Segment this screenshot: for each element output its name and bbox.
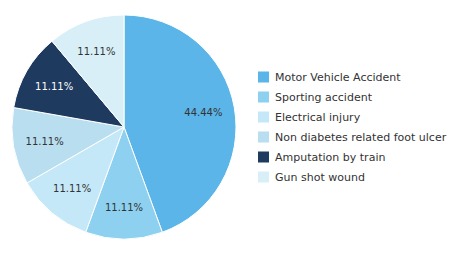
data-label: 44.44% bbox=[184, 107, 222, 118]
legend-swatch bbox=[258, 112, 269, 123]
legend-label: Sporting accident bbox=[275, 91, 373, 104]
legend-swatch bbox=[258, 172, 269, 183]
pie bbox=[12, 15, 236, 239]
legend-label: Electrical injury bbox=[275, 111, 361, 124]
data-labels: 44.44% 11.11% 11.11% 11.11% 11.11% 11.11% bbox=[26, 46, 223, 213]
legend-item: Gun shot wound bbox=[258, 171, 365, 184]
legend-swatch bbox=[258, 132, 269, 143]
legend-label: Amputation by train bbox=[275, 151, 385, 164]
legend-item: Sporting accident bbox=[258, 91, 373, 104]
pie-slice bbox=[52, 15, 124, 127]
legend-item: Non diabetes related foot ulcer bbox=[258, 131, 447, 144]
chart-container: 44.44% 11.11% 11.11% 11.11% 11.11% 11.11% Moto… bbox=[0, 0, 474, 254]
data-label: 11.11% bbox=[53, 183, 91, 194]
data-label: 11.11% bbox=[26, 136, 64, 147]
legend-swatch bbox=[258, 72, 269, 83]
legend-item: Motor Vehicle Accident bbox=[258, 71, 401, 84]
legend-label: Gun shot wound bbox=[275, 171, 365, 184]
legend-item: Electrical injury bbox=[258, 111, 361, 124]
data-label: 11.11% bbox=[105, 202, 143, 213]
legend-item: Amputation by train bbox=[258, 151, 385, 164]
legend-swatch bbox=[258, 92, 269, 103]
data-label: 11.11% bbox=[35, 81, 73, 92]
legend: Motor Vehicle Accident Sporting accident E… bbox=[258, 71, 447, 184]
data-label: 11.11% bbox=[77, 46, 115, 57]
chart: 44.44% 11.11% 11.11% 11.11% 11.11% 11.11% Moto… bbox=[0, 0, 474, 254]
legend-label: Non diabetes related foot ulcer bbox=[275, 131, 447, 144]
legend-swatch bbox=[258, 152, 269, 163]
legend-label: Motor Vehicle Accident bbox=[275, 71, 401, 84]
